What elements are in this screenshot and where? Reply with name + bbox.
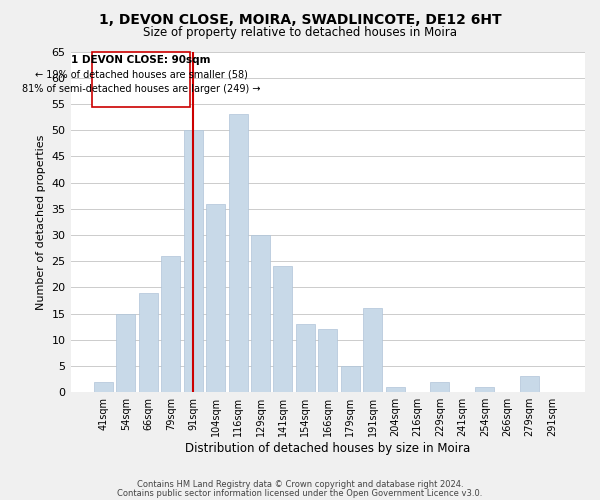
Bar xyxy=(296,324,315,392)
Bar xyxy=(229,114,248,392)
Text: 81% of semi-detached houses are larger (249) →: 81% of semi-detached houses are larger (… xyxy=(22,84,260,94)
Bar xyxy=(251,235,270,392)
Bar xyxy=(318,330,337,392)
Bar xyxy=(161,256,180,392)
Bar xyxy=(206,204,225,392)
Bar xyxy=(184,130,203,392)
Text: Size of property relative to detached houses in Moira: Size of property relative to detached ho… xyxy=(143,26,457,39)
Y-axis label: Number of detached properties: Number of detached properties xyxy=(36,134,46,310)
Bar xyxy=(475,387,494,392)
Text: ← 19% of detached houses are smaller (58): ← 19% of detached houses are smaller (58… xyxy=(35,70,247,80)
Bar xyxy=(386,387,404,392)
FancyBboxPatch shape xyxy=(92,52,190,106)
Text: 1 DEVON CLOSE: 90sqm: 1 DEVON CLOSE: 90sqm xyxy=(71,55,211,65)
Bar xyxy=(341,366,360,392)
Bar xyxy=(363,308,382,392)
Bar xyxy=(94,382,113,392)
Bar xyxy=(139,292,158,392)
Bar xyxy=(116,314,136,392)
Text: Contains public sector information licensed under the Open Government Licence v3: Contains public sector information licen… xyxy=(118,490,482,498)
Bar xyxy=(520,376,539,392)
X-axis label: Distribution of detached houses by size in Moira: Distribution of detached houses by size … xyxy=(185,442,470,455)
Text: Contains HM Land Registry data © Crown copyright and database right 2024.: Contains HM Land Registry data © Crown c… xyxy=(137,480,463,489)
Bar xyxy=(430,382,449,392)
Text: 1, DEVON CLOSE, MOIRA, SWADLINCOTE, DE12 6HT: 1, DEVON CLOSE, MOIRA, SWADLINCOTE, DE12… xyxy=(98,12,502,26)
Bar xyxy=(274,266,292,392)
